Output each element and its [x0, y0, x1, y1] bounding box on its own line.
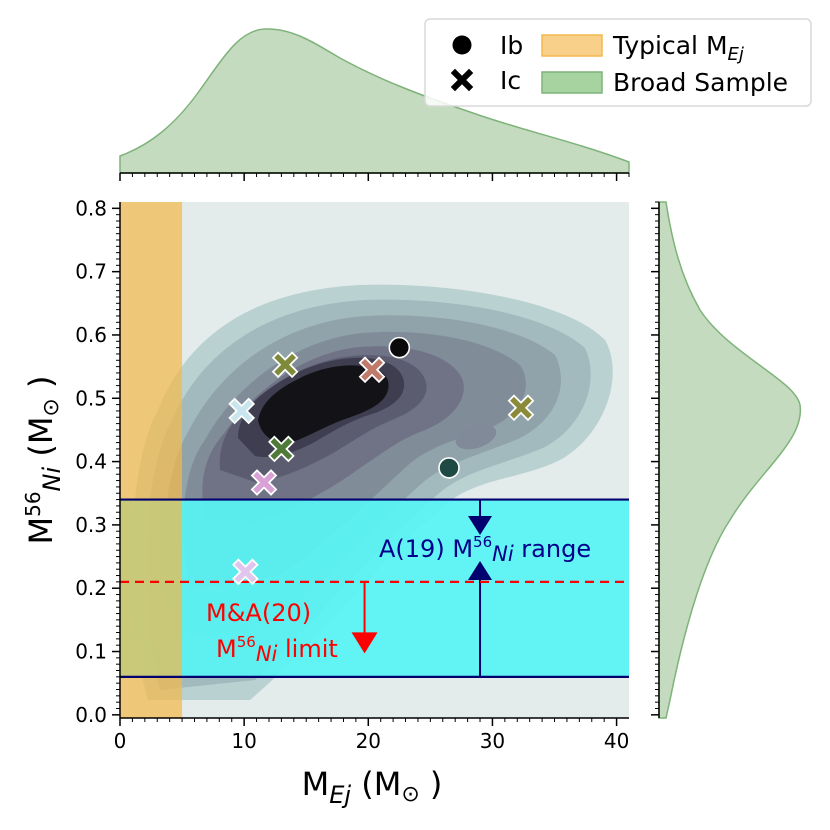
y-tick-label-8: 0.8 [75, 196, 107, 220]
legend-broad-sample-patch [541, 71, 603, 94]
point-mark [510, 396, 532, 419]
x-tick-label-20: 20 [356, 729, 381, 753]
main-plot-area: A(19) M56Ni range M&A(20) M56Ni limit 0 1… [75, 196, 629, 753]
ma20-label-line2: M56Ni limit [216, 633, 338, 666]
point-ib-0 [388, 336, 411, 359]
point-mark [270, 438, 293, 460]
legend-broad-sample-label: Broad Sample [613, 68, 788, 97]
x-tick-label-0: 0 [114, 729, 127, 753]
y-tick-label-2: 0.2 [75, 576, 107, 600]
point-mark [230, 400, 253, 422]
legend-typical-mej-patch [541, 34, 603, 57]
point-ic-5 [250, 469, 278, 496]
legend-typical-mej-label: Typical MEj [612, 31, 744, 65]
x-axis-label: MEj (M⊙ ) [302, 765, 443, 809]
top-marginal-plot [119, 28, 630, 181]
a19-range-label: A(19) M56Ni range [379, 533, 591, 566]
data-points [228, 336, 535, 586]
a19-arrow-up [468, 561, 493, 580]
right-marginal-plot [651, 201, 802, 719]
y-tick-label-0: 0.0 [75, 703, 107, 727]
y-tick-label-7: 0.7 [75, 260, 107, 284]
x-tick-label-10: 10 [231, 729, 256, 753]
right-marginal-density [658, 201, 802, 719]
y-tick-label-5: 0.5 [75, 386, 107, 410]
x-tick-label-40: 40 [604, 729, 629, 753]
y-axis-ticks: 0.0 0.1 0.2 0.3 0.4 0.5 0.6 0.7 0.8 [75, 196, 120, 727]
point-ic-1 [358, 356, 386, 384]
right-marginal-ticks [651, 201, 659, 716]
point-ic-4 [268, 435, 295, 463]
y-tick-label-1: 0.1 [75, 640, 107, 664]
legend: Ib Ic Typical MEj Broad Sample [424, 18, 812, 107]
x-tick-label-30: 30 [480, 729, 505, 753]
legend-frame [424, 18, 812, 107]
point-ic-6 [232, 558, 259, 586]
point-ib-1 [438, 457, 460, 479]
legend-ib-label: Ib [500, 31, 523, 60]
typical-mej-band [120, 202, 183, 718]
legend-ic-label: Ic [500, 66, 521, 95]
top-marginal-ticks [119, 173, 630, 181]
density-level-8 [258, 365, 389, 443]
a19-arrow-down [468, 516, 493, 535]
legend-ic-marker [450, 68, 474, 92]
point-mark [234, 560, 257, 583]
point-ic-2 [507, 394, 535, 422]
ma20-label-line1: M&A(20) [206, 599, 311, 627]
top-marginal-density [119, 28, 630, 174]
density-secondary-peak [455, 424, 497, 450]
y-tick-label-6: 0.6 [75, 323, 107, 347]
point-mark [361, 358, 383, 381]
y-tick-label-3: 0.3 [75, 513, 107, 537]
y-tick-label-4: 0.4 [75, 450, 107, 474]
point-mark [274, 353, 297, 376]
x-axis-ticks: 0 10 20 30 40 [114, 718, 629, 753]
point-ic-0 [271, 351, 299, 379]
point-ic-3 [228, 397, 256, 425]
y-axis-label: M56Ni (M⊙ ) [21, 375, 66, 544]
point-mark [253, 471, 275, 494]
a19-mass-range-band [120, 499, 629, 677]
ma20-arrow-down [351, 632, 378, 654]
legend-ib-marker [452, 35, 472, 55]
